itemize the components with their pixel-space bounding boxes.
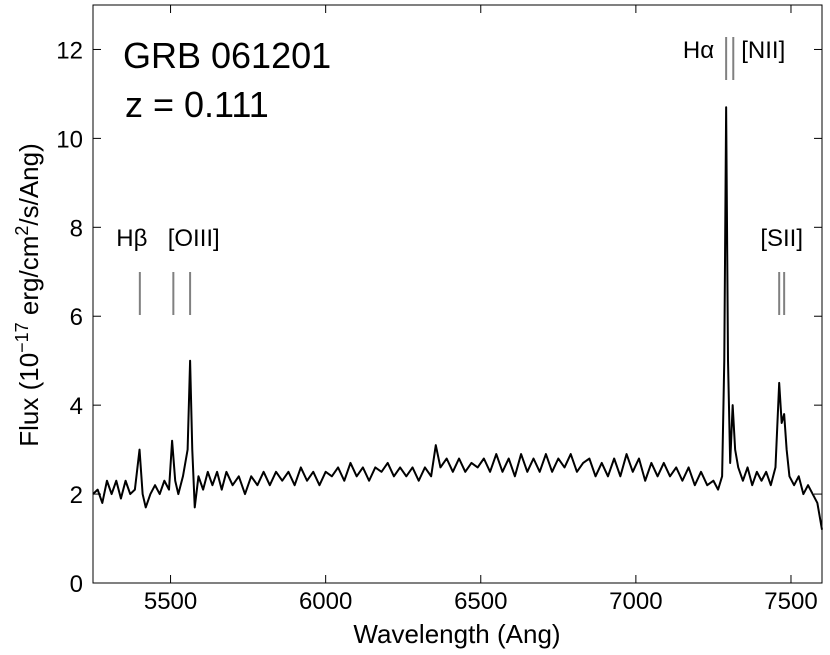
- y-axis-label-part: /s/Ang): [14, 143, 44, 225]
- x-tick-label: 6500: [454, 588, 507, 615]
- x-tick-label: 6000: [299, 588, 352, 615]
- spectrum-line: [92, 106, 823, 530]
- annotation: z = 0.111: [125, 84, 269, 125]
- y-tick-label: 6: [70, 304, 83, 331]
- y-axis-label-part: erg/cm: [14, 236, 44, 323]
- x-axis-label: Wavelength (Ang): [353, 619, 560, 649]
- line-label: [OIII]: [168, 225, 220, 252]
- y-tick-label: 2: [70, 482, 83, 509]
- line-label: Hα: [683, 37, 714, 64]
- y-tick-label: 8: [70, 215, 83, 242]
- y-axis-label: Flux (10−17 erg/cm2/s/Ang): [12, 143, 44, 447]
- y-axis-label-part: 2: [12, 226, 32, 236]
- line-label: Hβ: [116, 225, 147, 252]
- y-tick-label: 10: [56, 126, 83, 153]
- y-axis-label-part: Flux (10: [14, 353, 44, 447]
- y-tick-label: 12: [56, 37, 83, 64]
- annotation: GRB 061201: [123, 35, 331, 76]
- y-axis-label-part: −17: [12, 322, 32, 353]
- x-tick-label: 7000: [609, 588, 662, 615]
- y-tick-label: 0: [70, 571, 83, 598]
- y-tick-label: 4: [70, 393, 83, 420]
- x-tick-label: 7500: [764, 588, 817, 615]
- line-label: [SII]: [760, 225, 803, 252]
- plot-frame: [92, 4, 823, 584]
- line-label: [NII]: [741, 37, 785, 64]
- x-tick-label: 5500: [144, 588, 197, 615]
